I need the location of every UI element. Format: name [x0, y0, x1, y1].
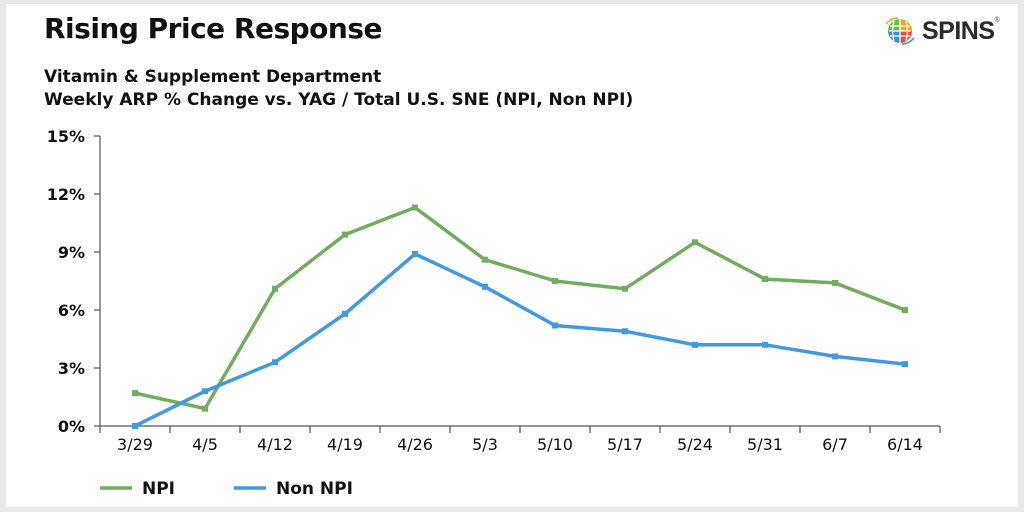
- data-point-npi: [202, 405, 208, 412]
- data-point-non-npi: [412, 250, 418, 257]
- chart-axes: 0% 3% 6% 9% 12% 15% 3/29 4/5 4/12 4/19 4/26 5/3 5/10…: [47, 127, 941, 454]
- legend-label-non-npi: Non NPI: [276, 479, 353, 499]
- x-tick-label: 3/29: [117, 435, 153, 454]
- x-tick-label: 4/26: [397, 435, 433, 454]
- data-point-npi: [552, 278, 558, 284]
- x-tick-label: 6/7: [822, 435, 848, 454]
- data-point-npi: [762, 276, 768, 283]
- subtitle-line-2: Weekly ARP % Change vs. YAG / Total U.S.…: [44, 90, 634, 110]
- x-tick-label: 4/12: [257, 435, 293, 454]
- series-layer: [132, 204, 908, 429]
- x-tick-label: 5/10: [537, 435, 573, 454]
- x-tick-label: 4/19: [327, 435, 363, 454]
- data-point-non-npi: [342, 310, 348, 317]
- y-tick-label: 15%: [47, 127, 85, 146]
- data-point-npi: [272, 285, 278, 292]
- series-line-non-npi: [134, 252, 906, 428]
- x-tick-label: 6/14: [887, 435, 923, 454]
- chart-legend: NPI Non NPI: [100, 479, 353, 499]
- y-tick-label: 6%: [58, 301, 85, 320]
- chart-subtitle: Vitamin & Supplement Department Weekly A…: [44, 66, 633, 112]
- subtitle-line-1: Vitamin & Supplement Department: [44, 67, 382, 87]
- data-point-npi: [412, 204, 418, 211]
- y-tick-label: 3%: [58, 359, 85, 378]
- data-point-npi: [482, 256, 488, 263]
- x-tick-label: 4/5: [192, 435, 218, 454]
- data-point-non-npi: [202, 388, 208, 395]
- x-tick-label: 5/17: [607, 435, 643, 454]
- data-point-non-npi: [692, 341, 698, 348]
- data-point-non-npi: [832, 353, 838, 360]
- data-point-npi: [832, 279, 838, 286]
- y-tick-label: 9%: [58, 243, 85, 262]
- logo-wordmark: SPINS®: [922, 16, 1000, 45]
- data-point-non-npi: [762, 341, 768, 348]
- spins-logo: SPINS®: [884, 16, 1000, 46]
- y-tick-label: 0%: [58, 417, 85, 436]
- data-point-non-npi: [622, 328, 628, 335]
- x-tick-label: 5/31: [747, 435, 783, 454]
- data-point-npi: [132, 390, 138, 397]
- data-point-non-npi: [272, 359, 278, 366]
- legend-label-npi: NPI: [142, 479, 175, 499]
- data-point-non-npi: [482, 283, 488, 290]
- chart-card: [6, 4, 1018, 507]
- data-point-npi: [902, 307, 908, 313]
- x-tick-label: 5/24: [677, 435, 713, 454]
- data-point-non-npi: [132, 423, 138, 429]
- x-tick-label: 5/3: [472, 435, 498, 454]
- data-point-npi: [342, 231, 348, 238]
- data-point-npi: [622, 285, 628, 292]
- chart-title: Rising Price Response: [44, 12, 383, 45]
- series-line-npi: [134, 205, 906, 411]
- data-point-non-npi: [902, 361, 908, 368]
- data-point-non-npi: [552, 322, 558, 329]
- y-tick-label: 12%: [47, 185, 85, 204]
- spins-globe-icon: [885, 17, 915, 45]
- data-point-npi: [692, 239, 698, 246]
